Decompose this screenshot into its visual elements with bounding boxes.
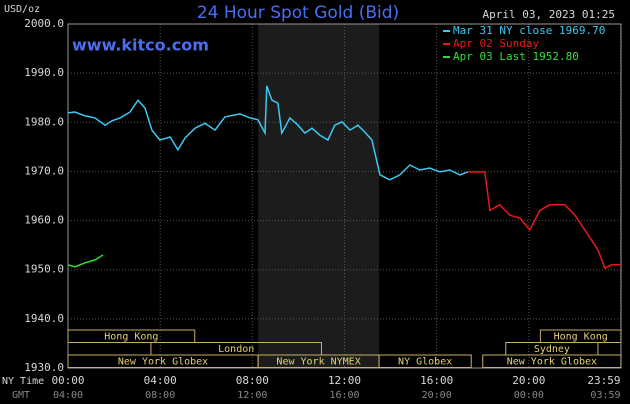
session-box xyxy=(378,354,472,368)
y-tick-label: 1940.0 xyxy=(24,312,64,325)
y-tick-label: 1990.0 xyxy=(24,66,64,79)
session-label: Hong Kong xyxy=(104,332,158,343)
legend-label: Mar 31 NY close 1969.70 xyxy=(453,24,605,37)
x-tick-label: 12:00 xyxy=(328,374,361,387)
x-tick-label: 08:00 xyxy=(236,374,269,387)
x2-axis-label: GMT xyxy=(12,390,30,401)
y-tick-label: 1970.0 xyxy=(24,164,64,177)
gmt-tick-label: 04:00 xyxy=(53,390,83,401)
x-tick-label: 00:00 xyxy=(51,374,84,387)
session-label: Sydney xyxy=(534,344,570,355)
y-tick-label: 2000.0 xyxy=(24,17,64,30)
legend-label: Apr 02 Sunday xyxy=(453,37,539,50)
session-label: Hong Kong xyxy=(554,332,608,343)
gmt-tick-label: 12:00 xyxy=(237,390,267,401)
x-tick-label: 04:00 xyxy=(144,374,177,387)
gmt-tick-label: 20:00 xyxy=(422,390,452,401)
gmt-tick-label: 00:00 xyxy=(514,390,544,401)
session-label: New York Globex xyxy=(118,357,208,368)
x-axis-label: NY Time xyxy=(2,376,44,387)
y-tick-label: 1980.0 xyxy=(24,115,64,128)
y-tick-label: 1930.0 xyxy=(24,361,64,374)
x-tick-label: 16:00 xyxy=(420,374,453,387)
gmt-tick-label: 03:59 xyxy=(590,390,620,401)
gmt-tick-label: 16:00 xyxy=(329,390,359,401)
website: www.kitco.com xyxy=(72,36,209,55)
x-tick-label: 23:59 xyxy=(587,374,620,387)
session-box xyxy=(482,354,622,368)
series-line xyxy=(467,171,621,270)
session-box xyxy=(67,329,196,343)
session-label: New York Globex xyxy=(507,357,597,368)
shaded-region xyxy=(258,24,380,368)
session-label: London xyxy=(218,344,254,355)
series-line xyxy=(67,85,469,181)
session-label: New York NYMEX xyxy=(276,357,360,368)
session-label: NY Globex xyxy=(398,357,452,368)
y-axis-label: USD/oz xyxy=(4,4,40,15)
y-tick-label: 1950.0 xyxy=(24,263,64,276)
y-tick-label: 1960.0 xyxy=(24,214,64,227)
legend-label: Apr 03 Last 1952.80 xyxy=(453,50,579,63)
date: April 03, 2023 01:25 xyxy=(483,8,615,21)
chart-title: 24 Hour Spot Gold (Bid) xyxy=(197,3,399,23)
gmt-tick-label: 08:00 xyxy=(145,390,175,401)
series-line xyxy=(67,254,104,268)
x-tick-label: 20:00 xyxy=(512,374,545,387)
